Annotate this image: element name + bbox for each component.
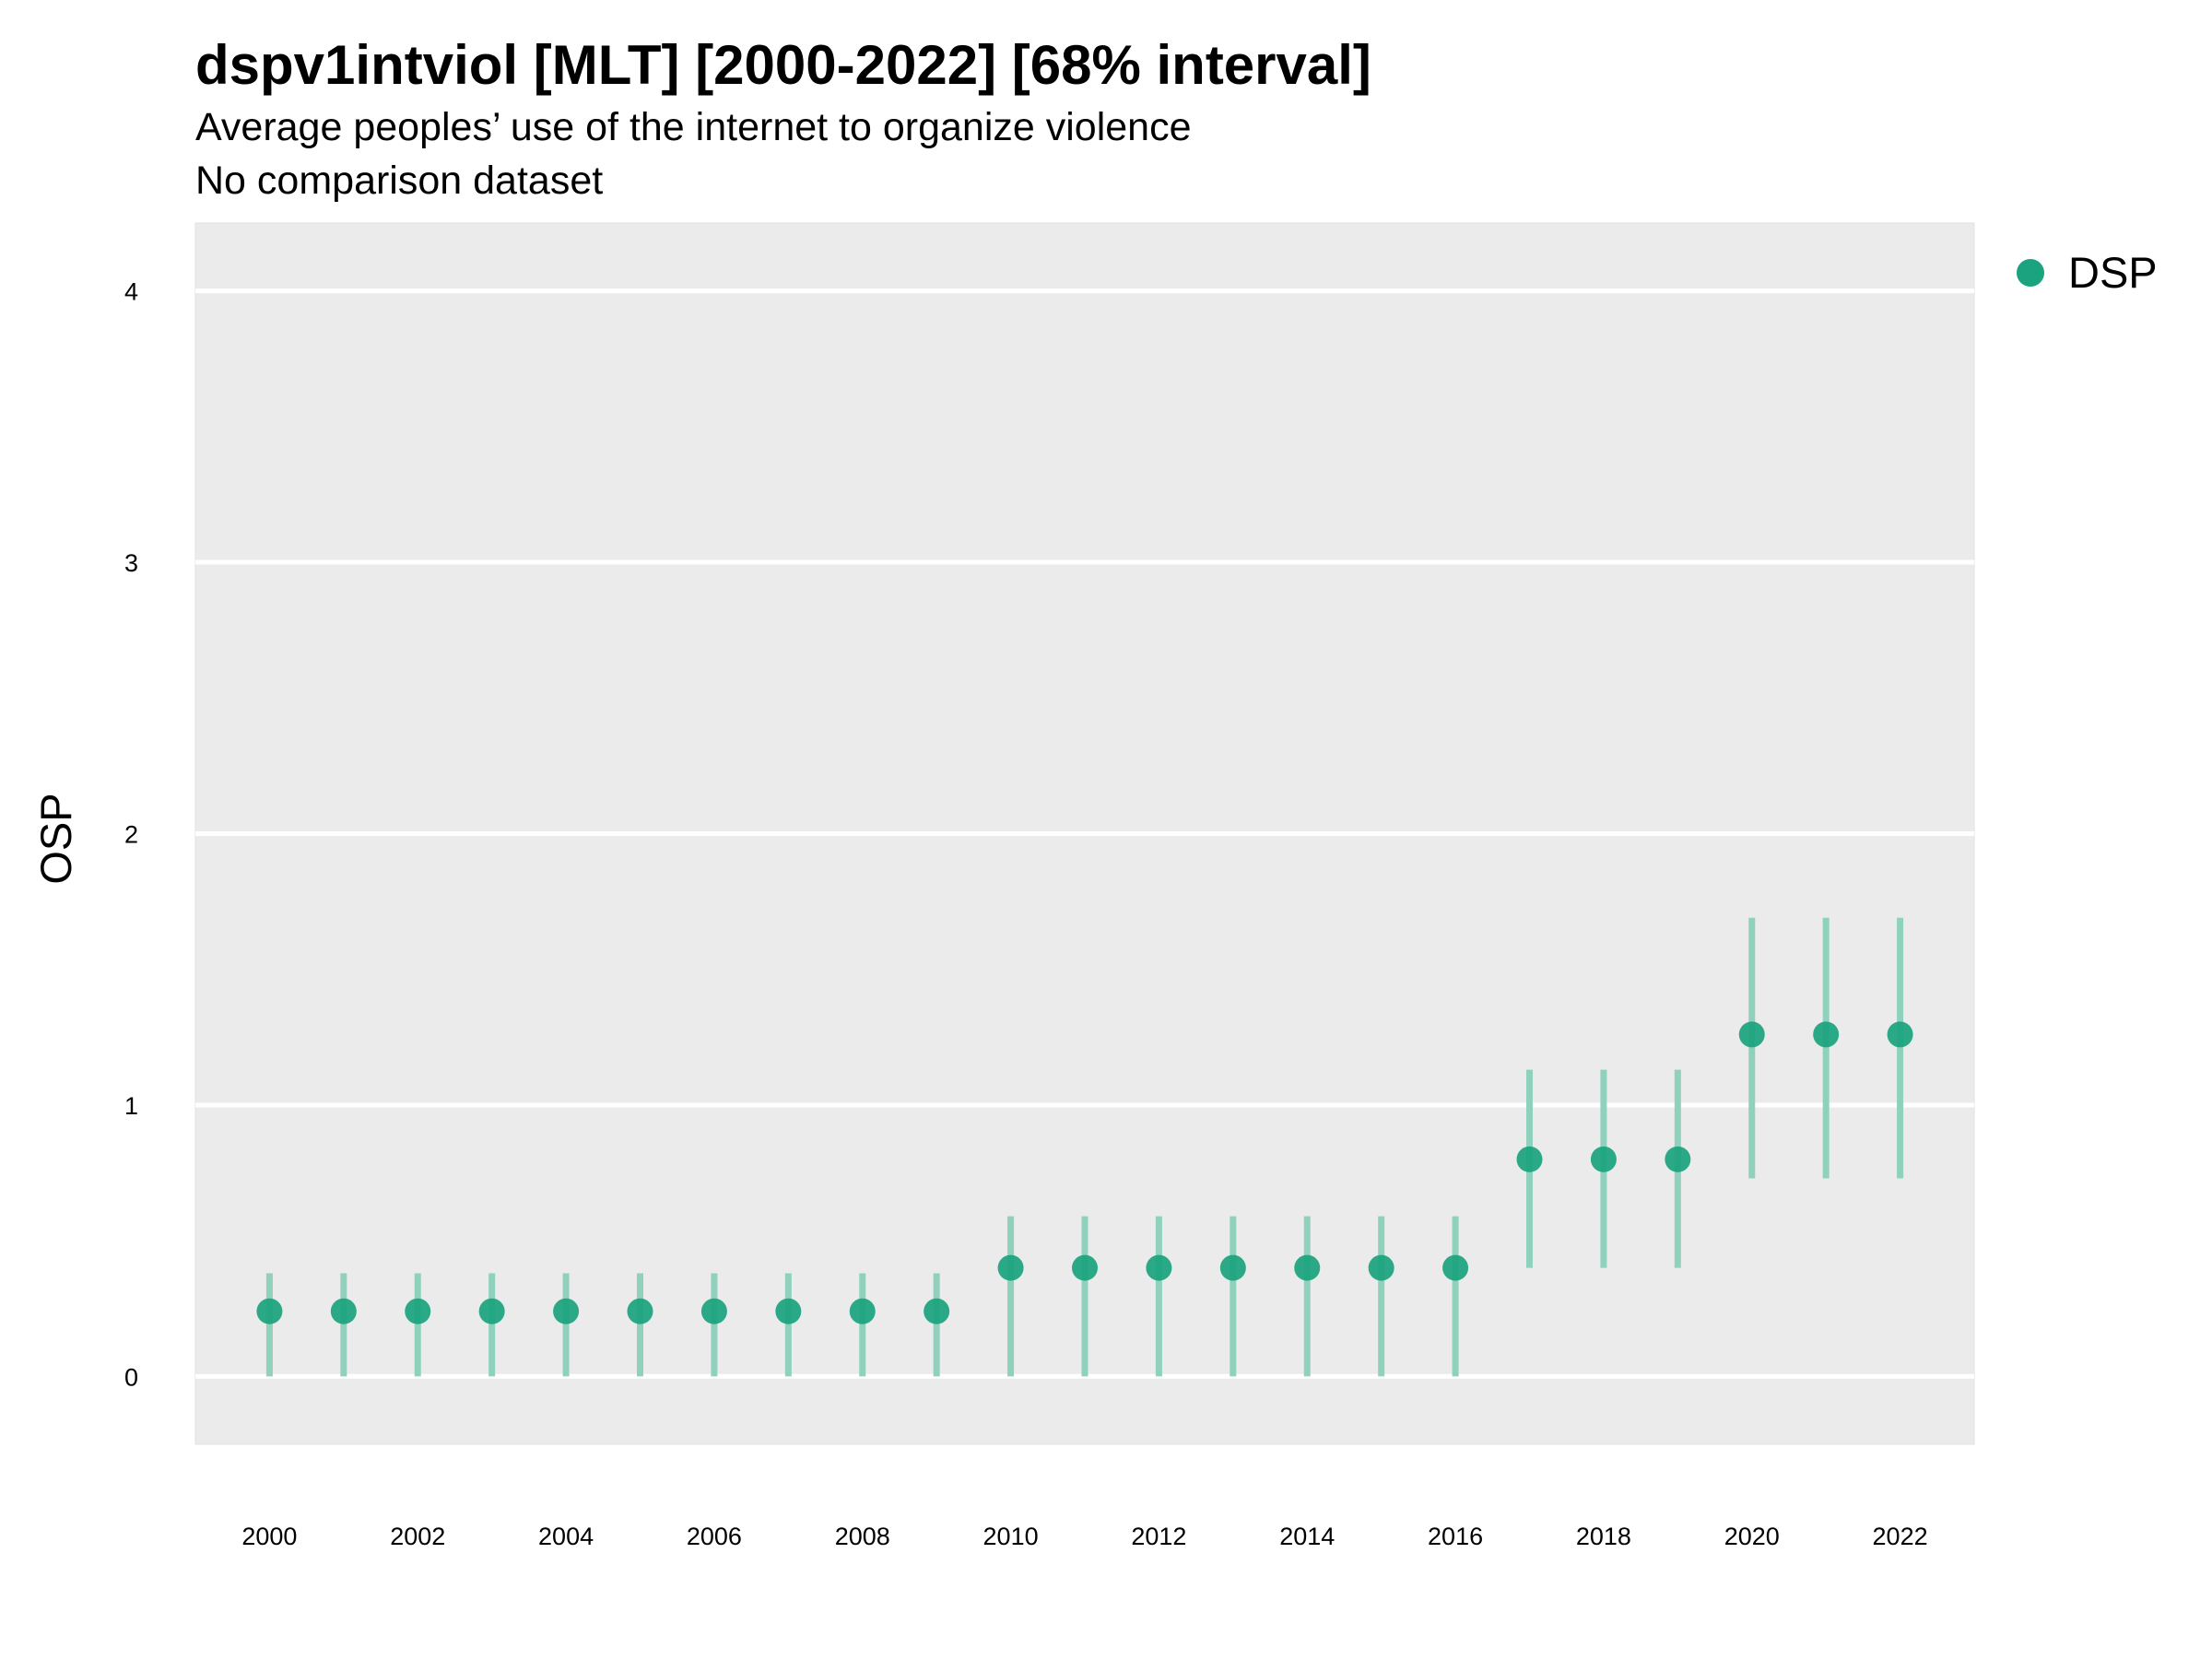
data-point <box>1887 1021 1913 1048</box>
data-point <box>478 1298 505 1324</box>
data-point <box>1738 1021 1765 1048</box>
x-tick-label: 2008 <box>835 1523 890 1550</box>
data-point <box>997 1254 1024 1281</box>
x-tick-label: 2016 <box>1428 1523 1483 1550</box>
y-tick-label: 4 <box>124 278 138 306</box>
x-tick-label: 2004 <box>538 1523 594 1550</box>
y-tick-label: 0 <box>124 1363 138 1391</box>
x-tick-label: 2014 <box>1279 1523 1335 1550</box>
data-point <box>1072 1254 1098 1281</box>
x-tick-label: 2018 <box>1576 1523 1631 1550</box>
y-tick-label: 3 <box>124 549 138 577</box>
legend-label: DSP <box>2068 248 2158 297</box>
data-point <box>256 1298 283 1324</box>
data-point <box>405 1298 431 1324</box>
y-tick-label: 2 <box>124 821 138 849</box>
x-tick-labels: 2000 2002 2004 2006 2008 2010 2012 2014 2016 2018… <box>241 1523 1927 1550</box>
y-tick-labels: 0 1 2 3 4 <box>124 278 138 1392</box>
data-point <box>1368 1254 1394 1281</box>
data-point <box>1294 1254 1321 1281</box>
x-tick-label: 2010 <box>983 1523 1039 1550</box>
legend-dot-icon <box>2017 258 2044 287</box>
data-point <box>553 1298 580 1324</box>
y-tick-label: 1 <box>124 1092 138 1120</box>
data-point <box>1219 1254 1246 1281</box>
chart-title: dspv1intviol [MLT] [2000-2022] [68% inte… <box>195 34 1371 96</box>
legend: DSP <box>2017 247 2158 298</box>
data-point <box>924 1298 950 1324</box>
x-tick-label: 2006 <box>687 1523 742 1550</box>
data-points <box>256 1021 1913 1324</box>
x-tick-label: 2000 <box>241 1523 297 1550</box>
comparison-note: No comparison dataset <box>195 159 604 203</box>
data-point <box>775 1298 802 1324</box>
y-axis-title: OSP <box>31 793 80 884</box>
x-tick-label: 2012 <box>1131 1523 1186 1550</box>
data-point <box>1516 1146 1543 1172</box>
data-point <box>1813 1021 1840 1048</box>
data-point <box>1442 1254 1469 1281</box>
chart-subtitle: Average peoples’ use of the internet to … <box>195 105 1192 149</box>
data-point <box>1590 1146 1617 1172</box>
data-point <box>1146 1254 1172 1281</box>
data-point <box>627 1298 653 1324</box>
data-point <box>330 1298 357 1324</box>
x-tick-label: 2020 <box>1724 1523 1780 1550</box>
x-tick-label: 2022 <box>1873 1523 1928 1550</box>
data-point <box>849 1298 876 1324</box>
x-tick-label: 2002 <box>390 1523 445 1550</box>
data-point <box>700 1298 727 1324</box>
data-point <box>1665 1146 1691 1172</box>
